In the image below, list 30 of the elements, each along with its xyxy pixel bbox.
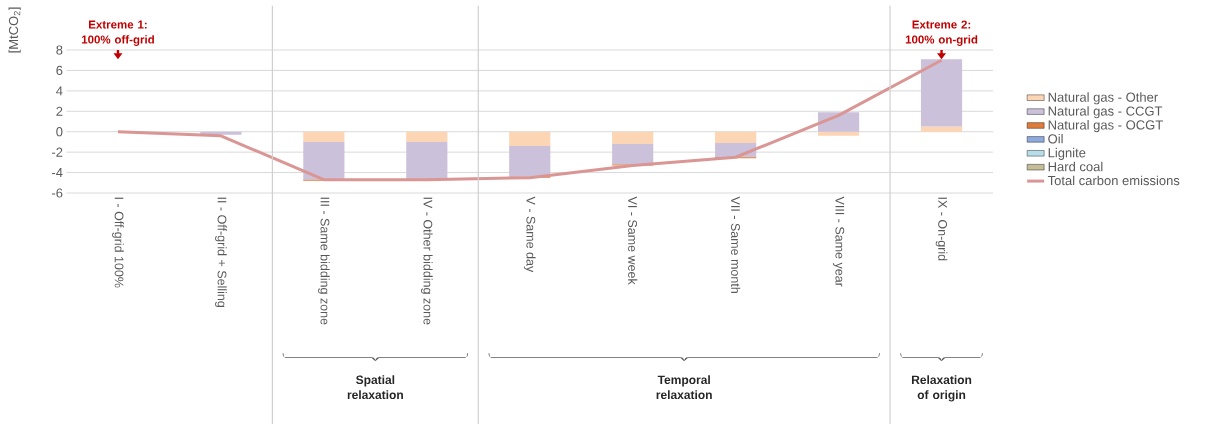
y-tick-label: 2 — [56, 106, 63, 116]
legend-label: Lignite — [1048, 147, 1086, 160]
x-tick-label: I - Off-grid 100% — [112, 197, 124, 288]
x-tick-label: IV - Other bidding zone — [420, 197, 433, 325]
x-tick-label: III - Same bidding zone — [318, 197, 330, 325]
text: Temporal relaxation — [656, 375, 712, 400]
x-tick-label: VII - Same month — [731, 196, 741, 293]
text: Relaxation of origin — [911, 375, 972, 402]
y-tick-label: 0 — [56, 127, 63, 137]
legend-label: Natural gas - Other — [1048, 92, 1158, 105]
y-tick-label: 6 — [56, 65, 63, 76]
y-tick-label: -6 — [52, 188, 63, 198]
y-tick-label: -2 — [52, 147, 63, 157]
y-tick-label: 4 — [56, 86, 63, 96]
legend-label: Natural gas - OCGT — [1048, 120, 1163, 133]
y-tick-label: 8 — [56, 45, 63, 55]
x-tick-label: II - Off-grid + Selling — [215, 197, 227, 307]
y-axis-title: [MtCO$_{2}$] — [8, 7, 21, 53]
text: Extreme 1: 100% off-grid — [81, 20, 154, 46]
x-tick-label: VIII - Same year — [832, 196, 845, 287]
x-tick-label: VI - Same week — [628, 196, 638, 285]
legend-label: Hard coal — [1048, 161, 1103, 172]
y-tick-label: -4 — [52, 168, 63, 178]
x-tick-label: IX - On-grid — [935, 197, 948, 261]
legend-label: Oil — [1048, 133, 1063, 144]
text: Extreme 2: 100% on-grid — [905, 20, 978, 46]
legend-label: Total carbon emissions — [1047, 175, 1180, 186]
text: Spatial relaxation — [347, 375, 403, 400]
legend-label: Natural gas - CCGT — [1048, 106, 1163, 119]
x-tick-label: V - Same day — [523, 196, 536, 273]
